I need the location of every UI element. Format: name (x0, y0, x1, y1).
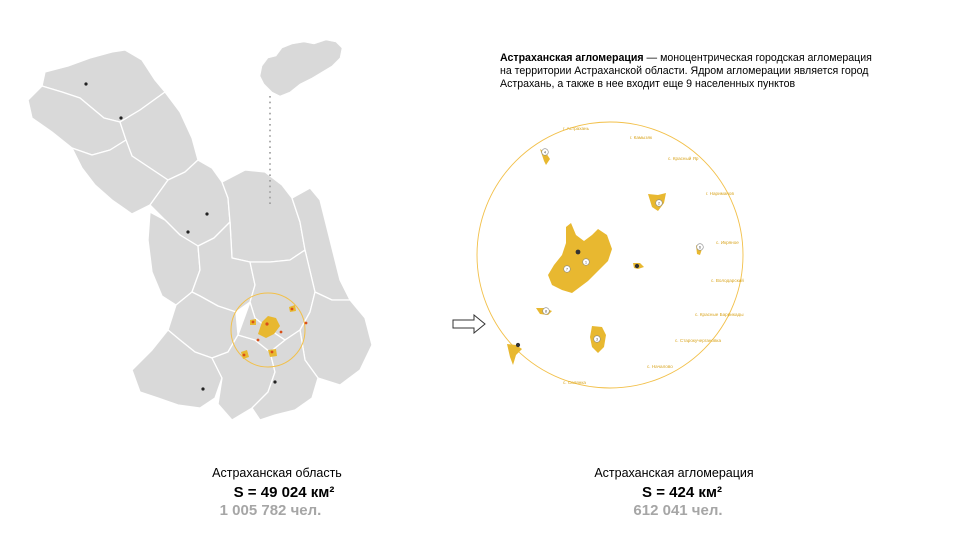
solyanka-shape (507, 344, 522, 365)
agglomeration-caption: Астраханская агломерация S = 424 км² 612… (574, 466, 774, 519)
place-label: г. Камызяк (630, 135, 653, 140)
settlement-dot (119, 116, 123, 120)
region-settlements (84, 82, 277, 391)
agglomeration-population: 612 041 чел. (633, 502, 723, 519)
place-label: г. Астрахань (563, 126, 590, 131)
settlement-dot (205, 212, 209, 216)
settlement-dot (84, 82, 88, 86)
region-area: S = 49 024 км² (233, 484, 335, 501)
settlement-dot (201, 387, 205, 391)
agglomeration-description: Астраханская агломерация — моноцентричес… (500, 52, 872, 91)
place-label: г. Нариманов (706, 191, 734, 196)
district-ne-1 (221, 169, 306, 263)
agglo-settlement-shapes (507, 149, 702, 365)
place-label: с. Икряное (716, 240, 739, 245)
agglomeration-name: Астраханская агломерация (594, 466, 754, 480)
marker-number: 1 (585, 260, 588, 265)
russia-inset (259, 39, 343, 97)
marker (541, 148, 704, 343)
settlement-dot (273, 380, 277, 384)
settlement-dot (186, 230, 190, 234)
description-title: Астраханская агломерация (500, 52, 644, 64)
marker-number: 7 (566, 267, 569, 272)
astrakhan-city-shape (548, 223, 612, 293)
agglo-place-labels: г. Астрахань г. Камызяк с. Красный Яр г.… (563, 126, 744, 385)
description-text: — моноцентрическая городская агломерация… (500, 52, 872, 90)
agglomeration-area: S = 424 км² (642, 484, 722, 501)
region-population: 1 005 782 чел. (219, 502, 322, 519)
marker-number: 2 (658, 201, 661, 206)
marker-dark (515, 249, 640, 348)
marker-number: 6 (699, 245, 702, 250)
region-districts (27, 49, 373, 421)
place-label: с. Володарский (711, 277, 744, 283)
region-agglo-dots (242, 307, 308, 357)
agglo-boundary-circle (476, 121, 744, 389)
agglo-markers: 4 2 6 1 7 8 3 (515, 148, 704, 348)
place-label: с. Красные Баррикады (695, 312, 744, 317)
marker-number: 8 (545, 309, 548, 314)
marker-number: 3 (596, 337, 599, 342)
region-map (27, 39, 373, 421)
region-caption: Астраханская область S = 49 024 км² 1 00… (177, 466, 377, 519)
marker-number: 4 (544, 150, 547, 155)
region-agglo-circle (230, 292, 306, 368)
place-label: с. Старокучергановка (675, 338, 722, 343)
place-label: с. Солянка (563, 380, 586, 385)
place-label: с. Началово (647, 364, 673, 369)
district-s-3 (251, 329, 319, 421)
arrow-icon (452, 314, 486, 334)
region-name: Астраханская область (212, 466, 342, 480)
place-label: с. Красный Яр (668, 155, 699, 161)
agglomeration-map: 4 2 6 1 7 8 3 г. Астрахань г. Камызяк с.… (476, 121, 744, 389)
